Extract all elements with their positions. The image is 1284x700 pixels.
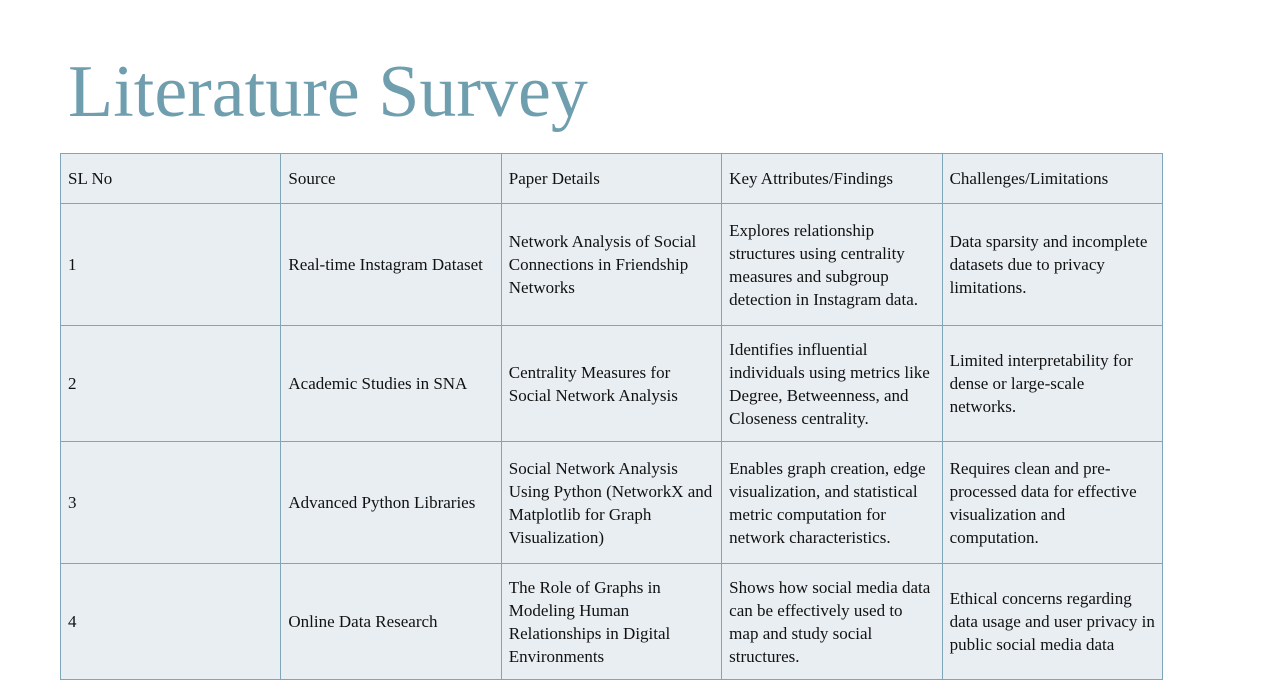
cell-sl-no: 2 — [59, 325, 282, 442]
table-header-row: SL No Source Paper Details Key Attribute… — [59, 153, 1163, 204]
cell-key-attributes: Identifies influential individuals using… — [721, 325, 943, 442]
cell-key-attributes: Enables graph creation, edge visualizati… — [721, 441, 943, 564]
slide-title: Literature Survey — [68, 51, 588, 133]
cell-paper-details: Social Network Analysis Using Python (Ne… — [500, 441, 723, 564]
cell-sl-no: 1 — [59, 203, 282, 326]
cell-challenges: Requires clean and pre-processed data fo… — [941, 441, 1163, 564]
header-source: Source — [280, 153, 502, 204]
cell-paper-details: The Role of Graphs in Modeling Human Rel… — [500, 563, 723, 680]
table-row: 4 Online Data Research The Role of Graph… — [59, 563, 1163, 680]
header-paper-details: Paper Details — [500, 153, 723, 204]
cell-source: Real-time Instagram Dataset — [280, 203, 502, 326]
header-key-attributes: Key Attributes/Findings — [721, 153, 943, 204]
cell-source: Online Data Research — [280, 563, 502, 680]
cell-paper-details: Network Analysis of Social Connections i… — [500, 203, 723, 326]
cell-challenges: Limited interpretability for dense or la… — [941, 325, 1163, 442]
cell-sl-no: 4 — [59, 563, 282, 680]
cell-source: Advanced Python Libraries — [280, 441, 502, 564]
cell-source: Academic Studies in SNA — [280, 325, 502, 442]
cell-sl-no: 3 — [59, 441, 282, 564]
cell-key-attributes: Explores relationship structures using c… — [721, 203, 943, 326]
cell-challenges: Data sparsity and incomplete datasets du… — [941, 203, 1163, 326]
header-challenges: Challenges/Limitations — [941, 153, 1163, 204]
cell-challenges: Ethical concerns regarding data usage an… — [941, 563, 1163, 680]
table-row: 3 Advanced Python Libraries Social Netwo… — [59, 441, 1163, 564]
table-row: 1 Real-time Instagram Dataset Network An… — [59, 203, 1163, 326]
header-sl-no: SL No — [59, 153, 282, 204]
cell-key-attributes: Shows how social media data can be effec… — [721, 563, 943, 680]
cell-paper-details: Centrality Measures for Social Network A… — [500, 325, 723, 442]
literature-survey-table: SL No Source Paper Details Key Attribute… — [59, 153, 1163, 680]
table-row: 2 Academic Studies in SNA Centrality Mea… — [59, 325, 1163, 442]
